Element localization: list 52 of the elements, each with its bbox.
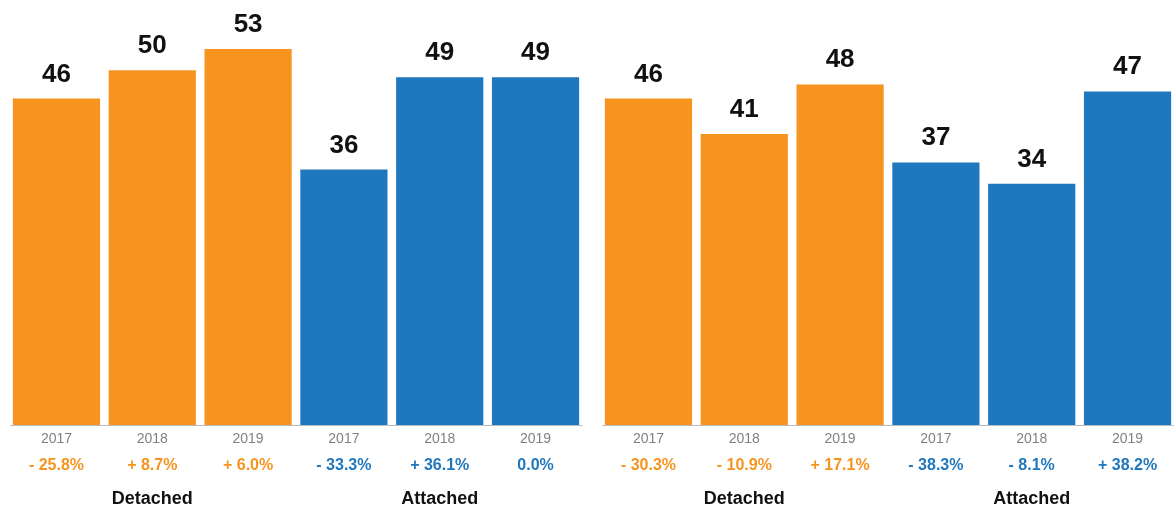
- x-tick-label: 2017: [632, 429, 665, 446]
- x-tick-label: 2019: [519, 429, 552, 446]
- x-tick-label: 2017: [328, 429, 360, 446]
- x-tick-label: 2019: [232, 429, 264, 446]
- text: - 8.1%: [1008, 456, 1055, 473]
- data-label: 46: [42, 57, 71, 88]
- text: + 36.1%: [410, 456, 470, 473]
- bar: [796, 84, 884, 425]
- text: - 10.9%: [716, 456, 772, 473]
- x-tick-label: 2018: [424, 429, 456, 446]
- text: - 38.3%: [908, 456, 964, 473]
- data-label: 50: [137, 29, 167, 60]
- text: + 38.2%: [1097, 456, 1158, 473]
- text: Detached: [111, 488, 193, 508]
- text: - 25.8%: [28, 456, 85, 473]
- bar: [892, 162, 980, 425]
- data-label: 49: [521, 36, 550, 67]
- x-tick-label: 2018: [728, 429, 761, 446]
- text: Attached: [993, 488, 1071, 508]
- text: + 6.0%: [222, 456, 274, 473]
- data-label: 34: [1017, 142, 1047, 173]
- x-tick-label: 2018: [136, 429, 169, 446]
- text: Attached: [401, 488, 479, 508]
- bar: [700, 134, 788, 425]
- x-tick-label: 2017: [920, 429, 952, 446]
- data-label: 41: [729, 93, 759, 124]
- bar: [204, 48, 292, 425]
- bar: [396, 77, 484, 425]
- data-label: 49: [425, 36, 455, 67]
- data-label: 37: [921, 121, 951, 152]
- text: + 8.7%: [127, 456, 178, 473]
- bar: [108, 70, 196, 425]
- x-tick-label: 2018: [1016, 429, 1048, 446]
- x-tick-label: 2019: [824, 429, 856, 446]
- x-tick-label: 2017: [40, 429, 73, 446]
- data-label: 47: [1113, 50, 1142, 81]
- bar: [12, 98, 101, 425]
- data-label: 46: [634, 57, 663, 88]
- bar: [300, 169, 388, 425]
- text: - 30.3%: [620, 456, 677, 473]
- bar: [1083, 91, 1172, 425]
- text: Detached: [703, 488, 785, 508]
- text: 0.0%: [517, 456, 554, 473]
- data-label: 53: [233, 7, 263, 38]
- data-label: 48: [825, 43, 855, 74]
- data-label: 36: [329, 128, 359, 159]
- bar: [491, 77, 580, 425]
- bar: [988, 183, 1076, 425]
- text: - 33.3%: [316, 456, 372, 473]
- text: + 17.1%: [810, 456, 870, 473]
- bar: [604, 98, 693, 425]
- x-tick-label: 2019: [1111, 429, 1144, 446]
